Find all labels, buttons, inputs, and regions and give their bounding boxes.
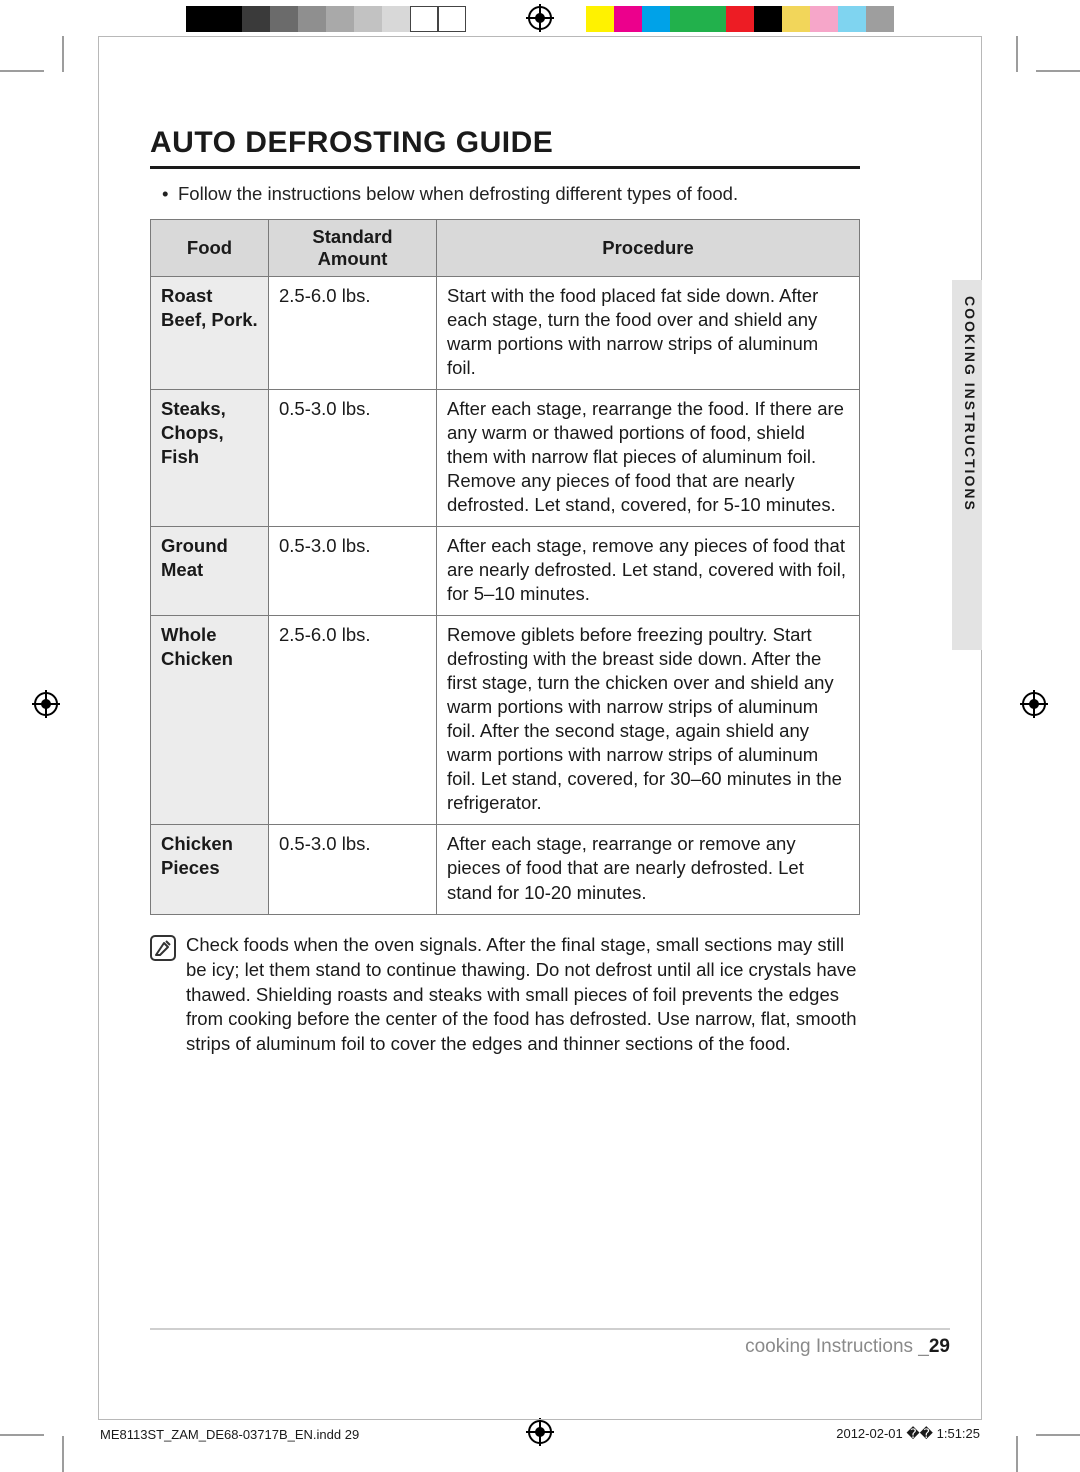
table-row: Roast Beef, Pork.2.5-6.0 lbs.Start with … bbox=[151, 276, 860, 389]
cell-food: Chicken Pieces bbox=[151, 825, 269, 914]
col-header-procedure: Procedure bbox=[437, 219, 860, 276]
cell-food: Roast Beef, Pork. bbox=[151, 276, 269, 389]
crop-mark bbox=[1036, 70, 1080, 72]
cell-procedure: After each stage, rearrange or remove an… bbox=[437, 825, 860, 914]
cell-amount: 0.5-3.0 lbs. bbox=[269, 389, 437, 526]
title-underline bbox=[150, 166, 860, 169]
col-header-amount: Standard Amount bbox=[269, 219, 437, 276]
crop-mark bbox=[1036, 1434, 1080, 1436]
cell-procedure: Remove giblets before freezing poultry. … bbox=[437, 616, 860, 825]
cell-procedure: After each stage, remove any pieces of f… bbox=[437, 526, 860, 615]
crop-mark bbox=[0, 70, 44, 72]
cell-food: Ground Meat bbox=[151, 526, 269, 615]
crop-mark bbox=[1016, 1436, 1018, 1472]
intro-text: Follow the instructions below when defro… bbox=[178, 183, 738, 205]
print-filename: ME8113ST_ZAM_DE68-03717B_EN.indd 29 bbox=[100, 1427, 359, 1442]
cell-procedure: After each stage, rearrange the food. If… bbox=[437, 389, 860, 526]
footer-section-label: cooking Instructions _ bbox=[745, 1336, 929, 1357]
page-title: AUTO DEFROSTING GUIDE bbox=[150, 126, 860, 160]
registration-mark-icon bbox=[34, 692, 58, 716]
registration-mark-icon bbox=[1022, 692, 1046, 716]
crop-mark bbox=[62, 1436, 64, 1472]
section-tab-label: COOKING INSTRUCTIONS bbox=[962, 296, 978, 512]
footer-section: cooking Instructions _29 bbox=[745, 1336, 950, 1358]
cell-amount: 0.5-3.0 lbs. bbox=[269, 526, 437, 615]
footer-page-number: 29 bbox=[929, 1336, 950, 1357]
table-row: Whole Chicken2.5-6.0 lbs.Remove giblets … bbox=[151, 616, 860, 825]
table-row: Chicken Pieces0.5-3.0 lbs.After each sta… bbox=[151, 825, 860, 914]
cell-food: Steaks, Chops, Fish bbox=[151, 389, 269, 526]
cell-amount: 2.5-6.0 lbs. bbox=[269, 276, 437, 389]
registration-mark-icon bbox=[528, 6, 552, 30]
note-block: Check foods when the oven signals. After… bbox=[150, 933, 860, 1058]
defrosting-table: Food Standard Amount Procedure Roast Bee… bbox=[150, 219, 860, 915]
table-row: Ground Meat0.5-3.0 lbs.After each stage,… bbox=[151, 526, 860, 615]
cell-amount: 0.5-3.0 lbs. bbox=[269, 825, 437, 914]
registration-mark-icon bbox=[528, 1420, 552, 1444]
cell-food: Whole Chicken bbox=[151, 616, 269, 825]
col-header-food: Food bbox=[151, 219, 269, 276]
note-icon bbox=[150, 935, 176, 961]
crop-mark bbox=[1016, 36, 1018, 72]
page-content: AUTO DEFROSTING GUIDE • Follow the instr… bbox=[150, 126, 860, 1057]
crop-mark bbox=[62, 36, 64, 72]
cell-amount: 2.5-6.0 lbs. bbox=[269, 616, 437, 825]
footer-rule bbox=[150, 1328, 950, 1330]
cell-procedure: Start with the food placed fat side down… bbox=[437, 276, 860, 389]
table-row: Steaks, Chops, Fish0.5-3.0 lbs.After eac… bbox=[151, 389, 860, 526]
note-text: Check foods when the oven signals. After… bbox=[186, 933, 860, 1058]
intro-bullet: • Follow the instructions below when def… bbox=[150, 183, 860, 205]
print-timestamp: 2012-02-01 �� 1:51:25 bbox=[836, 1426, 980, 1442]
crop-mark bbox=[0, 1434, 44, 1436]
